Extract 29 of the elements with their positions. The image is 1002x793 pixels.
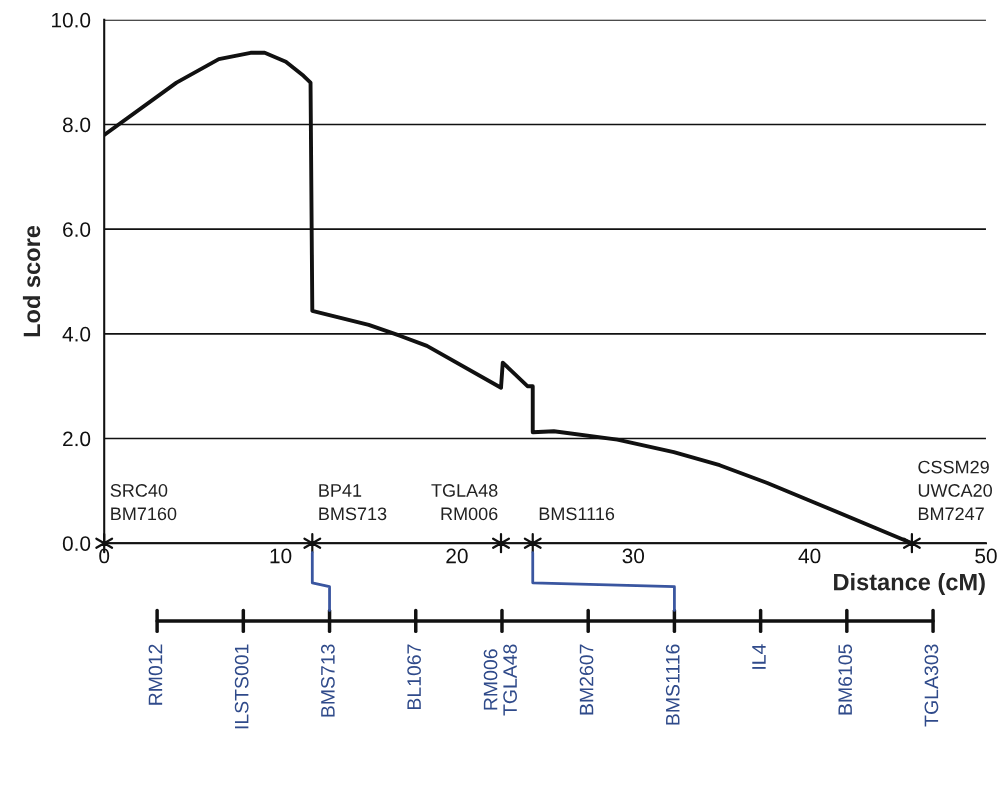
text: TGLA303 <box>924 644 939 727</box>
text: BMS1116 <box>665 644 680 725</box>
annotation: CSSM29 UWCA20 BM7247 <box>918 460 992 521</box>
x-tick-label: 40 <box>798 548 821 564</box>
y-tick-label: 4.0 <box>62 326 91 342</box>
text: BM2607 <box>579 644 594 715</box>
y-axis-title: Lod score <box>22 225 41 337</box>
x-tick-label: 30 <box>622 548 645 564</box>
text: BMS713 <box>321 644 335 717</box>
x-tick-label: 10 <box>270 548 292 564</box>
annotation: TGLA48 RM006 <box>431 484 498 521</box>
x-tick-label: 20 <box>446 548 468 564</box>
x-tick-label: 50 <box>975 548 997 564</box>
y-tick-label: 10.0 <box>52 12 91 28</box>
x-axis-title: Distance (cM) <box>834 573 985 596</box>
x-tick-label: 0 <box>99 548 110 564</box>
text: IL4 <box>752 644 766 669</box>
annotation: SRC40 BM7160 <box>110 484 177 521</box>
y-tick-label: 2.0 <box>63 431 91 447</box>
y-tick-label: 6.0 <box>63 222 91 237</box>
text: ILSTS001 <box>234 644 249 729</box>
text: BL1067 <box>407 644 421 710</box>
text: RM012 <box>148 644 163 705</box>
y-tick-label: 8.0 <box>62 117 91 133</box>
annotation: BP41 BMS713 <box>319 484 387 521</box>
y-tick-label: 0.0 <box>62 536 91 551</box>
text: BM6105 <box>838 644 853 715</box>
text: RM006 TGLA48 <box>483 644 517 716</box>
annotation: BMS1116 <box>539 507 615 521</box>
